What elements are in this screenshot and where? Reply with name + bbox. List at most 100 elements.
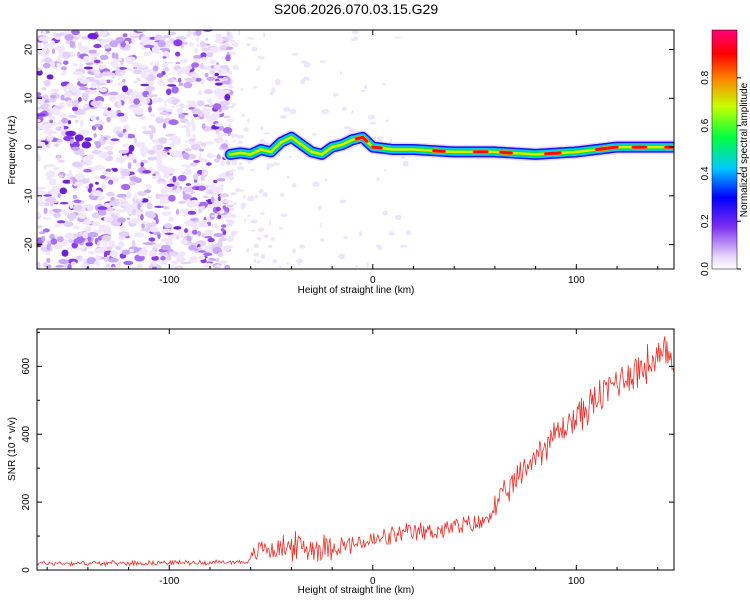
- noise-blob: [152, 173, 156, 177]
- snr-panel: -100 0 100 0 200 400 600 Height of straight l…: [7, 328, 675, 596]
- noise-blob: [240, 140, 243, 145]
- noise-blob: [207, 238, 215, 243]
- noise-blob: [127, 162, 132, 170]
- ridge-hot-red: [355, 135, 369, 143]
- noise-blob: [176, 266, 181, 269]
- noise-blob: [243, 218, 247, 222]
- noise-blob: [400, 244, 408, 248]
- noise-blob: [164, 232, 174, 235]
- noise-blob: [197, 220, 205, 225]
- noise-blob: [48, 98, 57, 103]
- noise-blob: [60, 72, 66, 76]
- noise-blob: [237, 166, 245, 170]
- noise-blob: [116, 193, 128, 198]
- noise-blob: [70, 30, 80, 36]
- noise-blob: [118, 231, 130, 237]
- noise-blob: [194, 48, 198, 54]
- noise-blob: [175, 208, 180, 215]
- noise-blob: [66, 100, 73, 108]
- noise-blob: [193, 55, 203, 60]
- noise-blob: [167, 84, 177, 87]
- noise-blob: [95, 116, 100, 121]
- colorbar-ticks: 0.0 0.2 0.4 0.6 0.8: [700, 70, 741, 276]
- noise-blob: [44, 123, 54, 126]
- noise-blob: [64, 34, 74, 41]
- noise-blob: [198, 209, 203, 213]
- noise-blob: [220, 228, 225, 232]
- noise-blob: [195, 30, 202, 36]
- noise-blob: [200, 41, 206, 48]
- noise-blob: [319, 60, 326, 63]
- noise-blob: [151, 126, 156, 134]
- noise-blob: [146, 202, 153, 210]
- noise-blob: [176, 236, 180, 240]
- noise-blob: [394, 36, 402, 39]
- noise-blob: [208, 59, 217, 65]
- colorbar: 0.0 0.2 0.4 0.6 0.8 Normalized spectral ampl…: [700, 29, 750, 276]
- noise-blob: [189, 199, 200, 207]
- noise-blob: [126, 217, 130, 220]
- noise-blob: [42, 216, 52, 220]
- noise-blob: [195, 37, 200, 42]
- noise-blob: [64, 232, 74, 240]
- noise-blob: [228, 71, 233, 75]
- noise-blob: [165, 108, 174, 112]
- noise-blob: [98, 209, 107, 216]
- noise-blob: [203, 171, 208, 176]
- colorbar-tick-label: 0.2: [700, 214, 711, 228]
- noise-blob: [87, 250, 95, 255]
- noise-blob: [146, 94, 158, 98]
- noise-blob: [289, 109, 297, 115]
- noise-blob: [218, 260, 229, 264]
- noise-blob: [106, 79, 111, 84]
- colorbar-tick-label: 0.0: [700, 262, 711, 276]
- noise-blob: [231, 103, 236, 107]
- noise-blob: [71, 146, 80, 151]
- noise-blob: [83, 218, 92, 226]
- noise-blob: [93, 59, 101, 64]
- noise-blob: [148, 82, 154, 85]
- noise-blob: [191, 62, 200, 68]
- noise-blob: [97, 197, 102, 201]
- noise-blob: [84, 137, 93, 142]
- noise-blob: [220, 105, 229, 111]
- noise-blob: [60, 125, 65, 132]
- noise-blob: [168, 216, 174, 222]
- noise-blob: [96, 165, 106, 170]
- noise-blob: [227, 175, 235, 181]
- noise-blob: [358, 231, 363, 237]
- y-tick-label: 20: [24, 44, 35, 56]
- noise-blob: [123, 154, 128, 159]
- noise-blob: [405, 229, 412, 235]
- noise-blob: [108, 179, 114, 185]
- noise-blob: [182, 194, 192, 201]
- noise-blob: [292, 248, 296, 254]
- noise-blob: [185, 183, 192, 186]
- noise-blob: [214, 140, 225, 143]
- noise-blob: [160, 260, 168, 266]
- noise-blob: [363, 84, 368, 90]
- noise-blob: [299, 244, 306, 249]
- noise-blob: [136, 263, 143, 269]
- noise-blob: [61, 249, 69, 257]
- noise-blob: [321, 109, 329, 115]
- noise-blob: [67, 120, 72, 125]
- noise-blob: [166, 254, 172, 261]
- noise-blob: [86, 257, 97, 265]
- noise-blob: [52, 212, 62, 219]
- noise-blob: [82, 93, 89, 101]
- noise-blob: [130, 217, 140, 224]
- noise-blob: [98, 224, 108, 232]
- noise-blob: [43, 194, 52, 197]
- noise-blob: [55, 45, 66, 52]
- noise-blob: [75, 255, 83, 260]
- noise-blob: [228, 123, 232, 128]
- noise-blob: [266, 163, 274, 168]
- noise-blob: [98, 79, 106, 84]
- noise-blob: [125, 56, 136, 61]
- noise-blob: [149, 226, 159, 233]
- noise-blob: [92, 221, 96, 225]
- noise-blob: [128, 144, 135, 152]
- noise-blob: [68, 239, 75, 244]
